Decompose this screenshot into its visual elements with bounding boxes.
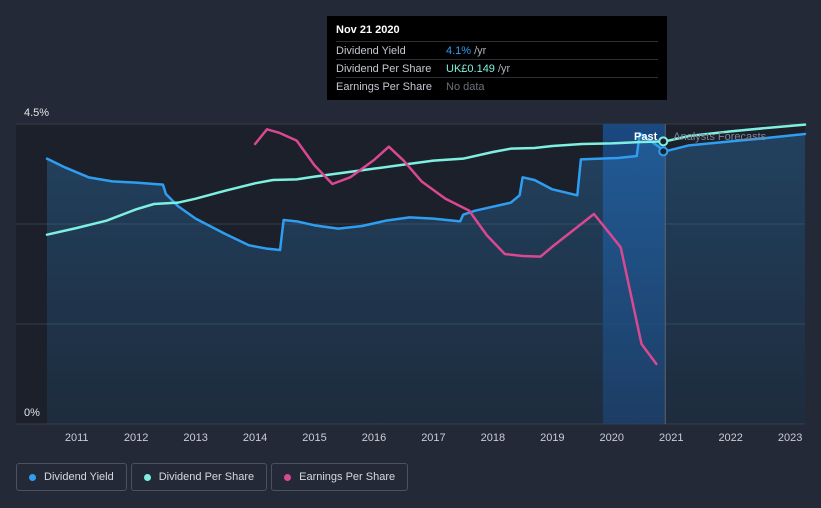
legend-dot-icon: [284, 473, 292, 481]
legend-label: Dividend Yield: [44, 471, 114, 483]
x-tick-label: 2017: [421, 432, 445, 444]
series-line-dividend-per-share: [45, 123, 807, 236]
forecast-label: Analysts Forecasts: [673, 131, 766, 143]
y-axis-bottom-label: 0%: [24, 407, 40, 419]
x-tick-label: 2019: [540, 432, 564, 444]
legend-label: Dividend Per Share: [158, 471, 255, 483]
tooltip-row-dividend-yield: Dividend Yield 4.1% /yr: [336, 41, 658, 59]
tooltip-value: 4.1%: [446, 44, 472, 57]
tooltip-label: Dividend Per Share: [336, 62, 432, 75]
x-tick-label: 2011: [65, 432, 89, 444]
marker-dividend-yield: [658, 146, 669, 157]
tooltip-unit: /yr: [497, 62, 511, 75]
x-tick-label: 2023: [778, 432, 802, 444]
legend-item-dividend-per-share[interactable]: Dividend Per Share: [130, 463, 268, 491]
legend-dot-icon: [143, 473, 151, 481]
legend-dot-icon: [29, 473, 36, 481]
x-tick-label: 2015: [302, 432, 326, 444]
series-line-earnings-per-share: [253, 128, 658, 366]
x-axis-ticks: 2011 2012 2013 2014 2015 2016 2017 2018 2019 2020…: [65, 432, 802, 444]
tooltip-unit: /yr: [474, 44, 487, 57]
y-axis-top-label: 4.5%: [24, 107, 49, 119]
dividend-yield-area: [47, 133, 805, 425]
tooltip-value: No data: [446, 80, 485, 93]
past-label: Past: [634, 131, 658, 143]
legend-item-dividend-yield[interactable]: Dividend Yield: [16, 463, 127, 491]
legend-item-earnings-per-share[interactable]: Earnings Per Share: [271, 463, 409, 491]
tooltip-label: Earnings Per Share: [336, 80, 432, 93]
x-tick-label: 2013: [183, 432, 207, 444]
x-tick-label: 2020: [600, 432, 624, 444]
legend: Dividend Yield Dividend Per Share Earnin…: [16, 463, 409, 491]
legend-label: Earnings Per Share: [299, 471, 396, 483]
x-tick-label: 2014: [243, 432, 267, 444]
hover-markers: [658, 136, 669, 157]
x-tick-label: 2021: [659, 432, 683, 444]
x-tick-label: 2012: [124, 432, 148, 444]
tooltip-label: Dividend Yield: [336, 44, 406, 57]
tooltip: Nov 21 2020 Dividend Yield 4.1% /yr Divi…: [327, 16, 667, 100]
x-tick-label: 2022: [718, 432, 742, 444]
tooltip-row-dividend-per-share: Dividend Per Share UK£0.149 /yr: [336, 59, 658, 77]
marker-dividend-per-share: [658, 136, 669, 147]
tooltip-value: UK£0.149: [446, 62, 495, 75]
x-tick-label: 2016: [362, 432, 386, 444]
tooltip-row-earnings-per-share: Earnings Per Share No data: [336, 77, 658, 95]
x-tick-label: 2018: [481, 432, 505, 444]
series-lines: [45, 123, 807, 366]
tooltip-date: Nov 21 2020: [336, 24, 400, 36]
